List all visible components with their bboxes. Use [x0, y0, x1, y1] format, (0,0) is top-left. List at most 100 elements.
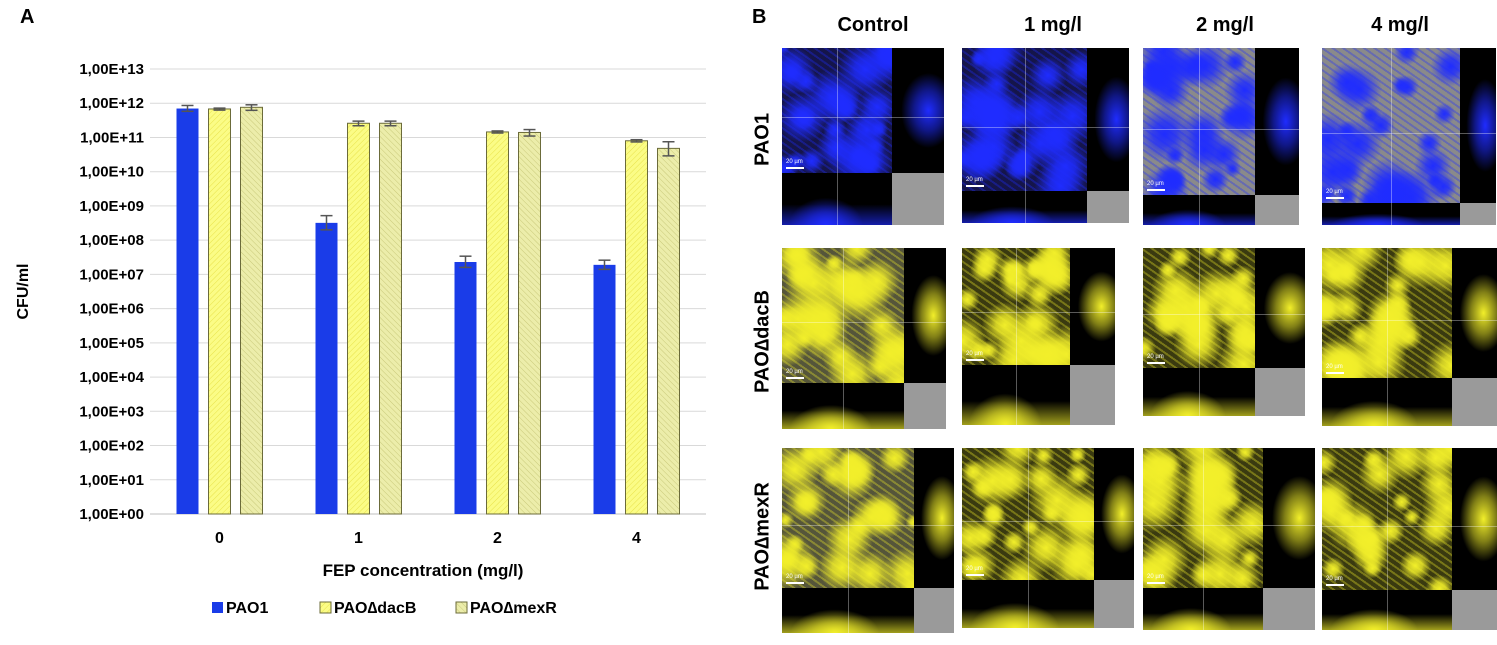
crosshair-horizontal: [962, 521, 1134, 522]
bar-2-1: [379, 122, 402, 515]
crosshair-horizontal: [1322, 526, 1497, 527]
crosshair-vertical: [1387, 448, 1388, 630]
micrograph-r0-c2: 20 µm: [1143, 48, 1299, 225]
micrograph-corner: [1452, 378, 1497, 426]
crosshair-vertical: [1028, 448, 1029, 628]
crosshair-horizontal: [1322, 133, 1496, 134]
micrograph-side-view: [1255, 48, 1299, 195]
crosshair-vertical: [1387, 248, 1388, 426]
micrograph-r2-c3: 20 µm: [1322, 448, 1497, 630]
panel-a-label: A: [20, 6, 35, 28]
micrograph-top-view: [782, 48, 892, 173]
bar-1-3: [625, 140, 648, 515]
micrograph-side-view: [892, 48, 944, 173]
column-title-2mg: 2 mg/l: [1196, 14, 1254, 36]
y-tick-label: 1,00E+11: [80, 129, 144, 146]
micrograph-side-view: [1452, 448, 1497, 590]
micrograph-bottom-view: [962, 365, 1070, 425]
micrograph-r2-c2: 20 µm: [1143, 448, 1315, 630]
scale-bar: [786, 377, 804, 379]
scale-bar: [1147, 189, 1165, 191]
micrograph-r1-c3: 20 µm: [1322, 248, 1497, 426]
micrograph-side-view: [1094, 448, 1134, 580]
row-title-pao-mexr: PAO∆mexR: [752, 437, 775, 637]
bar-2-0: [240, 106, 263, 515]
micrograph-corner: [1263, 588, 1315, 630]
micrograph-corner: [1460, 203, 1496, 225]
scale-bar-label: 20 µm: [786, 574, 803, 580]
legend-swatch-1: [319, 601, 332, 614]
micrograph-bottom-view: [962, 191, 1087, 223]
y-tick-label: 1,00E+06: [79, 301, 144, 318]
crosshair-vertical: [1199, 48, 1200, 225]
crosshair-vertical: [843, 248, 844, 429]
micrograph-top-view: [1322, 248, 1452, 378]
legend-label-1: PAO∆dacB: [334, 600, 416, 617]
x-tick-label: 0: [215, 530, 224, 547]
crosshair-horizontal: [1143, 129, 1299, 130]
micrograph-r1-c0: 20 µm: [782, 248, 946, 429]
micrograph-corner: [1255, 195, 1299, 225]
micrograph-top-view: [1143, 448, 1263, 588]
row-title-pao-mexr-text: PAO∆mexR: [751, 482, 774, 591]
scale-bar: [1326, 197, 1344, 199]
scale-bar: [966, 359, 984, 361]
micrograph-top-view: [782, 448, 914, 588]
micrograph-bottom-view: [782, 588, 914, 633]
micrograph-bottom-view: [1322, 378, 1452, 426]
column-title-control: Control: [837, 14, 909, 36]
micrograph-top-view: [1322, 48, 1460, 203]
legend-label-0: PAO1: [226, 600, 268, 617]
scale-bar-label: 20 µm: [1147, 574, 1164, 580]
micrograph-side-view: [1087, 48, 1129, 191]
scale-bar-label: 20 µm: [786, 159, 803, 165]
scale-bar: [786, 167, 804, 169]
micrograph-corner: [1255, 368, 1305, 416]
micrograph-bottom-view: [782, 383, 904, 429]
micrograph-r0-c0: 20 µm: [782, 48, 944, 225]
row-title-pao-dacb-text: PAO∆dacB: [751, 290, 774, 393]
micrograph-corner: [1452, 590, 1497, 630]
micrograph-r1-c1: 20 µm: [962, 248, 1115, 425]
row-title-pao-dacb: PAO∆dacB: [752, 242, 775, 442]
scale-bar: [1147, 582, 1165, 584]
crosshair-horizontal: [1322, 320, 1497, 321]
micrograph-corner: [914, 588, 954, 633]
scale-bar-label: 20 µm: [1326, 189, 1343, 195]
micrograph-top-view: [1143, 48, 1255, 195]
micrograph-top-view: [962, 248, 1070, 365]
y-tick-label: 1,00E+13: [79, 61, 144, 78]
scale-bar: [1147, 362, 1165, 364]
x-tick-label: 1: [354, 530, 363, 547]
bar-0-1: [315, 222, 338, 514]
crosshair-vertical: [1199, 248, 1200, 416]
scale-bar-label: 20 µm: [966, 566, 983, 572]
legend-swatch-0: [212, 602, 223, 613]
scale-bar-label: 20 µm: [1147, 354, 1164, 360]
bar-0-2: [454, 262, 477, 514]
micrograph-side-view: [1070, 248, 1115, 365]
micrograph-side-view: [1263, 448, 1315, 588]
column-title-1mg: 1 mg/l: [1024, 14, 1082, 36]
scale-bar-label: 20 µm: [1326, 576, 1343, 582]
row-title-pao1: PAO1: [751, 113, 774, 166]
legend-label-2: PAO∆mexR: [470, 600, 557, 617]
crosshair-vertical: [837, 48, 838, 225]
micrograph-bottom-view: [1322, 203, 1460, 225]
scale-bar-label: 20 µm: [786, 369, 803, 375]
panel-b-label: B: [752, 6, 767, 28]
scale-bar-label: 20 µm: [1326, 364, 1343, 370]
crosshair-horizontal: [782, 117, 944, 118]
scale-bar: [786, 582, 804, 584]
scale-bar-label: 20 µm: [1147, 181, 1164, 187]
micrograph-bottom-view: [1143, 195, 1255, 225]
micrograph-corner: [1087, 191, 1129, 223]
micrograph-corner: [892, 173, 944, 225]
micrograph-side-view: [1452, 248, 1497, 378]
micrograph-top-view: [962, 48, 1087, 191]
y-tick-label: 1,00E+12: [79, 95, 144, 112]
micrograph-bottom-view: [1143, 588, 1263, 630]
x-axis-title: FEP concentration (mg/l): [323, 561, 524, 580]
bar-0-0: [176, 108, 199, 515]
crosshair-horizontal: [962, 312, 1115, 313]
